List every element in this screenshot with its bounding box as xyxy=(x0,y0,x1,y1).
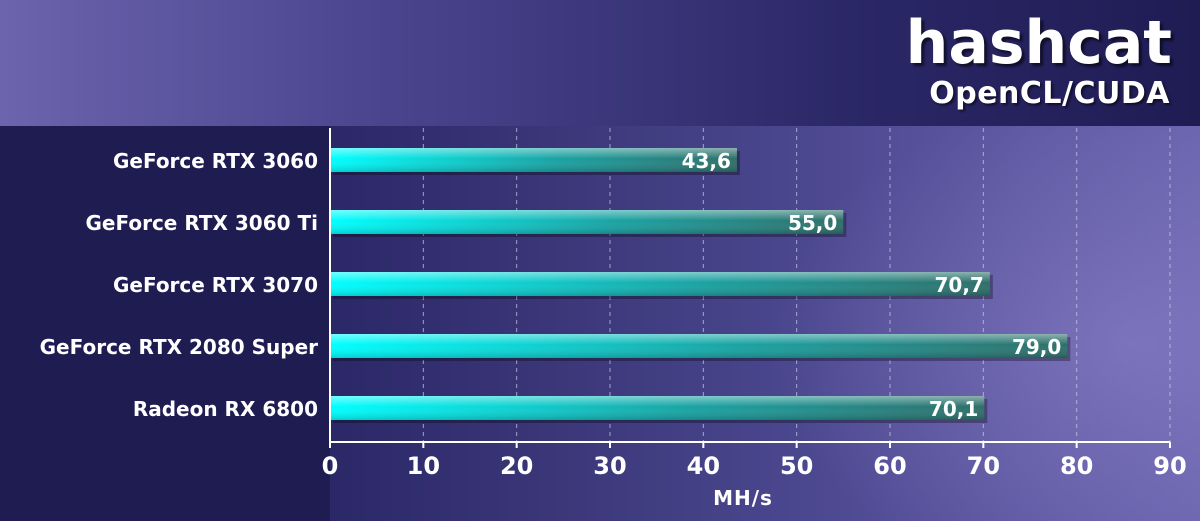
category-label: GeForce RTX 3070 xyxy=(113,273,318,297)
x-tick-label: 40 xyxy=(687,452,720,480)
data-label: 55,0 xyxy=(788,211,837,235)
x-tick-label: 0 xyxy=(322,452,339,480)
x-tick-label: 10 xyxy=(407,452,440,480)
bar-highlight xyxy=(330,396,985,420)
x-tick-label: 70 xyxy=(967,452,1000,480)
x-tick-label: 50 xyxy=(780,452,813,480)
x-tick-label: 90 xyxy=(1153,452,1186,480)
x-tick-label: 80 xyxy=(1060,452,1093,480)
bar-highlight xyxy=(330,334,1068,358)
bar-highlight xyxy=(330,210,844,234)
chart-title: hashcat xyxy=(905,8,1172,78)
x-tick-label: 20 xyxy=(500,452,533,480)
data-label: 70,7 xyxy=(935,273,984,297)
category-label: GeForce RTX 3060 xyxy=(113,149,318,173)
bars xyxy=(330,148,1071,423)
x-tick-label: 60 xyxy=(873,452,906,480)
x-axis-title: MH/s xyxy=(713,486,773,510)
category-label: GeForce RTX 2080 Super xyxy=(40,335,318,359)
chart-header xyxy=(0,0,1200,126)
x-tick-label: 30 xyxy=(593,452,626,480)
bar-highlight xyxy=(330,272,990,296)
plot-area-background xyxy=(330,126,1200,521)
bar-highlight xyxy=(330,148,737,172)
x-axis xyxy=(329,128,1171,448)
category-panel xyxy=(0,126,330,521)
category-label: Radeon RX 6800 xyxy=(133,397,318,421)
category-label: GeForce RTX 3060 Ti xyxy=(86,211,318,235)
labels: 43,6 GeForce RTX 3060 55,0 GeForce RTX 3060… xyxy=(40,149,1187,510)
data-label: 70,1 xyxy=(929,397,978,421)
data-label: 43,6 xyxy=(682,149,731,173)
data-label: 79,0 xyxy=(1012,335,1061,359)
chart-subtitle: OpenCL/CUDA xyxy=(929,76,1170,111)
